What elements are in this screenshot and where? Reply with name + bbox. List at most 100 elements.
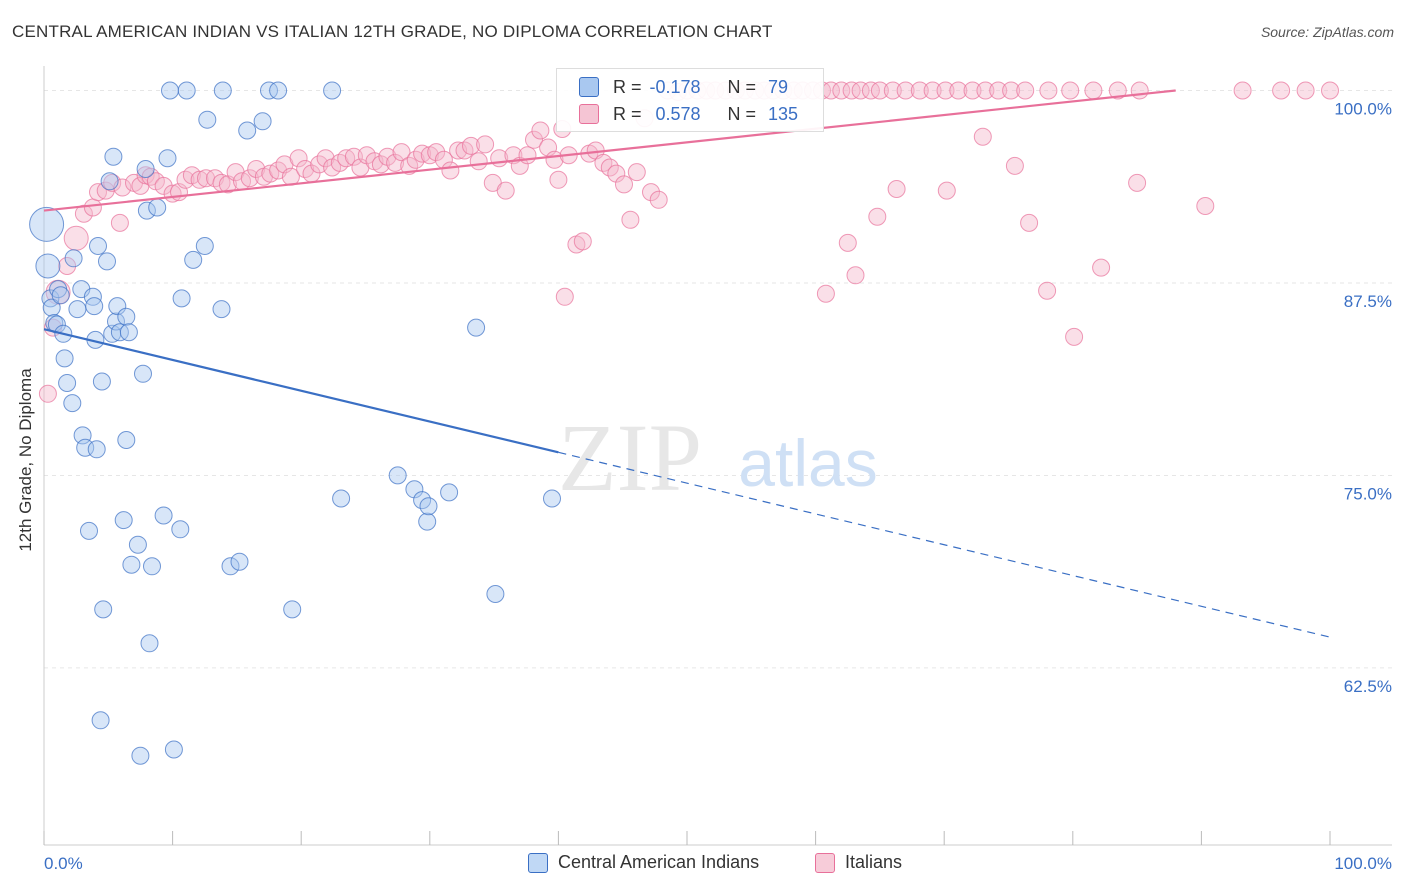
italians-point <box>38 384 57 403</box>
italians-point <box>910 81 929 100</box>
italians-point <box>973 127 992 146</box>
central-american-indians-point <box>137 201 156 220</box>
italians-point <box>989 81 1008 100</box>
italians-point <box>455 141 474 160</box>
italians-point <box>1016 81 1035 100</box>
central-american-indians-point <box>80 521 98 540</box>
n-value: 79 <box>768 76 789 97</box>
italians-point <box>344 147 363 166</box>
italians-point <box>103 173 122 192</box>
central-american-indians-point <box>172 289 191 308</box>
series-legend: Central American Indians Italians <box>0 852 1406 876</box>
central-american-indians-point <box>51 286 70 305</box>
central-american-indians-point <box>212 300 231 319</box>
italians-point <box>887 180 906 198</box>
italians-point <box>1061 81 1080 100</box>
central-american-indians-point <box>388 466 407 485</box>
central-american-indians-point <box>323 81 342 100</box>
central-american-indians-point <box>85 297 104 316</box>
central-american-indians-point <box>92 372 111 391</box>
italians-point <box>1128 173 1147 192</box>
legend-item-central-american-indians[interactable]: Central American Indians <box>528 852 759 873</box>
pink-swatch <box>579 104 599 124</box>
axes <box>43 66 1392 846</box>
italians-point <box>838 233 857 252</box>
correlation-legend: R = -0.178 N = 79 R = 0.578 N = 135 <box>556 68 824 132</box>
central-american-indians-point <box>100 172 119 191</box>
italians-point <box>1296 81 1315 100</box>
n-value: 135 <box>768 103 799 124</box>
italians-point <box>851 81 870 100</box>
italians-point <box>649 190 668 209</box>
central-american-indians-point <box>195 237 214 255</box>
correlation-row-blue: R = -0.178 N = 79 <box>557 74 788 100</box>
italians-point <box>510 156 529 175</box>
central-american-indians-point <box>148 198 167 217</box>
central-american-indians-point <box>467 318 486 337</box>
y-tick-label: 62.5% <box>1344 677 1392 696</box>
italians-point <box>476 135 495 154</box>
italians-point <box>1038 281 1057 300</box>
italians-point <box>883 81 902 100</box>
central-american-indians-point <box>486 585 505 603</box>
central-american-indians-point <box>104 147 123 166</box>
central-american-indians-point <box>76 438 95 457</box>
italians-point <box>392 143 411 162</box>
data-points <box>29 81 1339 765</box>
central-american-indians-point <box>35 253 61 279</box>
italians-point <box>531 121 550 140</box>
central-american-indians-point <box>283 600 302 619</box>
italians-point <box>549 170 568 189</box>
italians-point <box>386 153 405 172</box>
central-american-indians-point <box>91 711 110 730</box>
italians-point <box>870 81 889 100</box>
italians-point <box>462 136 480 155</box>
central-american-indians-point <box>238 121 257 140</box>
italians-point <box>1196 197 1215 215</box>
central-american-indians-point <box>117 307 136 326</box>
italians-point <box>110 213 129 232</box>
central-american-indians-point <box>253 112 272 131</box>
italians-point <box>1020 213 1039 232</box>
italians-point <box>949 81 968 100</box>
italians-point <box>868 207 887 226</box>
central-american-indians-point <box>122 555 141 574</box>
italians-point <box>1233 81 1252 100</box>
r-value: 0.578 <box>655 103 701 124</box>
italians-point <box>816 284 835 303</box>
trendlines <box>43 89 1331 638</box>
y-tick-label: 75.0% <box>1344 484 1392 503</box>
central-american-indians-point <box>184 250 203 269</box>
italians-point <box>58 257 77 275</box>
central-american-indians-point <box>230 552 249 571</box>
central-american-indians-point <box>154 506 173 525</box>
italians-point <box>1005 156 1024 175</box>
italians-point <box>289 149 308 168</box>
central-american-indians-point <box>136 160 155 178</box>
italians-point <box>413 144 432 163</box>
blue-trendline-dashed <box>558 451 1331 638</box>
italians-point <box>1002 81 1021 100</box>
italians-point <box>555 287 574 306</box>
italians-point <box>176 170 195 189</box>
central-american-indians-point <box>131 746 150 765</box>
central-american-indians-point <box>332 489 351 508</box>
italians-point <box>936 81 955 100</box>
central-american-indians-point <box>134 364 152 383</box>
y-tick-label: 100.0% <box>1334 99 1392 118</box>
italians-point <box>1039 81 1058 100</box>
pink-trendline <box>43 89 1176 212</box>
central-american-indians-point <box>440 483 459 502</box>
italians-point <box>469 152 488 171</box>
italians-point <box>371 155 390 174</box>
central-american-indians-point <box>58 374 77 392</box>
central-american-indians-point <box>128 535 147 554</box>
legend-item-italians[interactable]: Italians <box>815 852 902 873</box>
central-american-indians-point <box>83 287 102 306</box>
central-american-indians-point <box>543 489 561 508</box>
italians-point <box>976 81 995 100</box>
watermark-atlas: atlas <box>738 426 877 500</box>
central-american-indians-point <box>198 110 217 129</box>
italians-point <box>1272 81 1291 100</box>
italians-point <box>963 81 982 100</box>
